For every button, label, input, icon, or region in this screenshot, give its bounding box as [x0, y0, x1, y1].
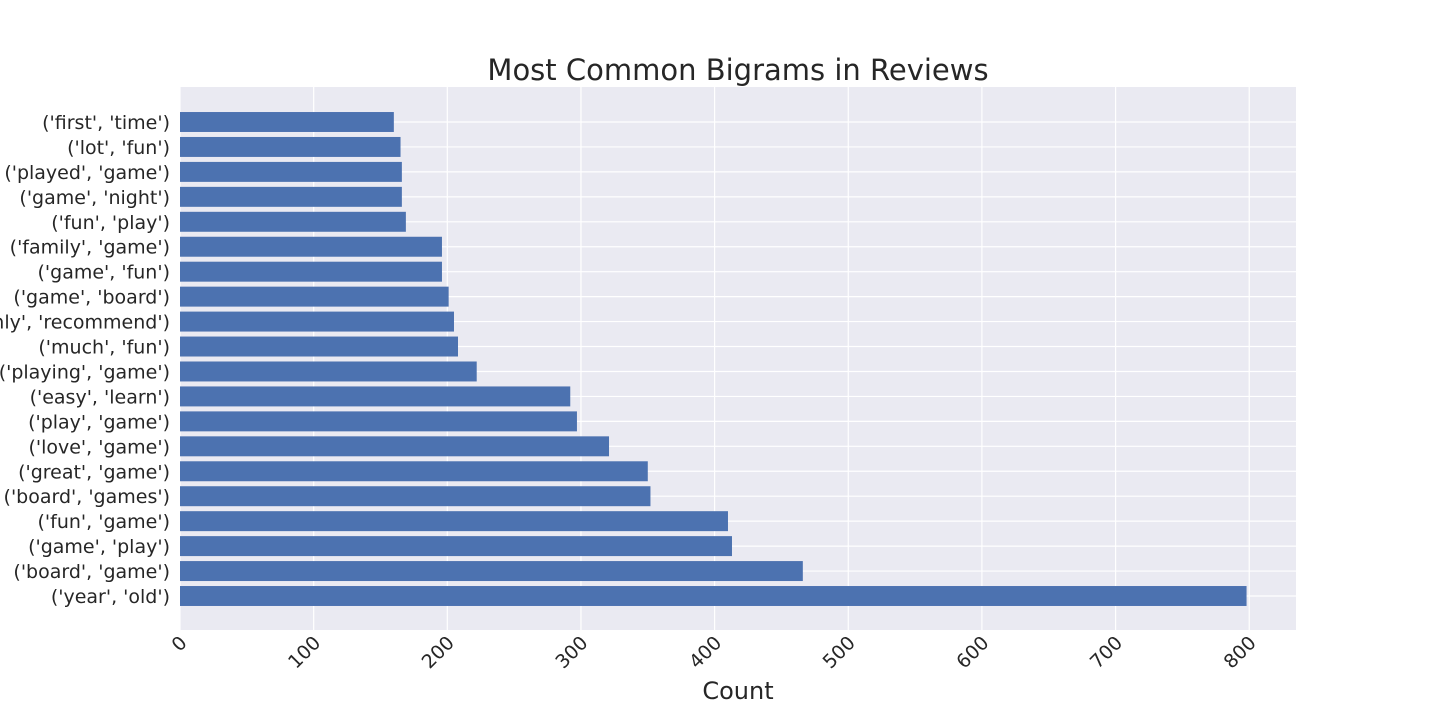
bar: [180, 436, 610, 457]
x-tick-label: 0: [167, 632, 191, 656]
chart-title: Most Common Bigrams in Reviews: [487, 53, 988, 87]
y-tick-label: ('game', 'play'): [28, 536, 170, 558]
bar: [180, 161, 402, 182]
y-tick-label: ('playing', 'game'): [0, 361, 170, 383]
y-tick-label: ('play', 'game'): [28, 411, 170, 433]
y-tick-label: ('fun', 'play'): [51, 212, 170, 234]
y-tick-label: ('family', 'game'): [10, 237, 170, 259]
y-tick-label: ('great', 'game'): [18, 461, 170, 483]
bar: [180, 186, 402, 207]
bars: [180, 112, 1247, 606]
y-tick-label: ('game', 'fun'): [38, 262, 170, 284]
x-tick-label: 600: [952, 632, 993, 673]
x-tick-labels: 0 100 200 300 400 500 600 700 800: [167, 632, 1260, 673]
y-tick-label: ('easy', 'learn'): [30, 386, 170, 408]
y-tick-label: ('played', 'game'): [4, 162, 170, 184]
y-tick-label: ('fun', 'game'): [38, 511, 170, 533]
y-tick-label: ('game', 'board'): [13, 287, 170, 309]
bar: [180, 361, 477, 382]
y-tick-label: ('highly', 'recommend'): [0, 312, 170, 334]
bar: [180, 311, 454, 332]
x-tick-label: 300: [551, 632, 592, 673]
y-tick-labels: ('year', 'old') ('board', 'game') ('game',…: [0, 112, 170, 608]
y-tick-label: ('lot', 'fun'): [67, 137, 170, 159]
x-tick-label: 800: [1220, 632, 1261, 673]
bar: [180, 586, 1247, 606]
x-tick-label: 200: [418, 632, 459, 673]
y-tick-label: ('board', 'game'): [13, 561, 170, 583]
bar: [180, 112, 394, 132]
bar: [180, 561, 803, 582]
x-tick-label: 700: [1086, 632, 1127, 673]
bar: [180, 486, 651, 507]
bar: [180, 386, 571, 407]
bar: [180, 461, 648, 482]
x-tick-label: 500: [819, 632, 860, 673]
bar: [180, 211, 406, 232]
bar: [180, 511, 728, 532]
y-tick-label: ('much', 'fun'): [38, 337, 170, 359]
y-tick-label: ('game', 'night'): [19, 187, 170, 209]
bar: [180, 411, 577, 432]
x-axis-label: Count: [702, 677, 773, 705]
bar: [180, 286, 449, 307]
bar: [180, 261, 442, 282]
bar: [180, 136, 401, 157]
y-tick-label: ('love', 'game'): [28, 436, 170, 458]
y-tick-label: ('year', 'old'): [51, 586, 170, 608]
bar: [180, 336, 458, 357]
x-tick-label: 400: [685, 632, 726, 673]
bar: [180, 236, 442, 257]
bar: [180, 536, 732, 557]
y-tick-label: ('first', 'time'): [42, 112, 170, 134]
x-tick-label: 100: [284, 632, 325, 673]
y-tick-label: ('board', 'games'): [4, 486, 170, 508]
